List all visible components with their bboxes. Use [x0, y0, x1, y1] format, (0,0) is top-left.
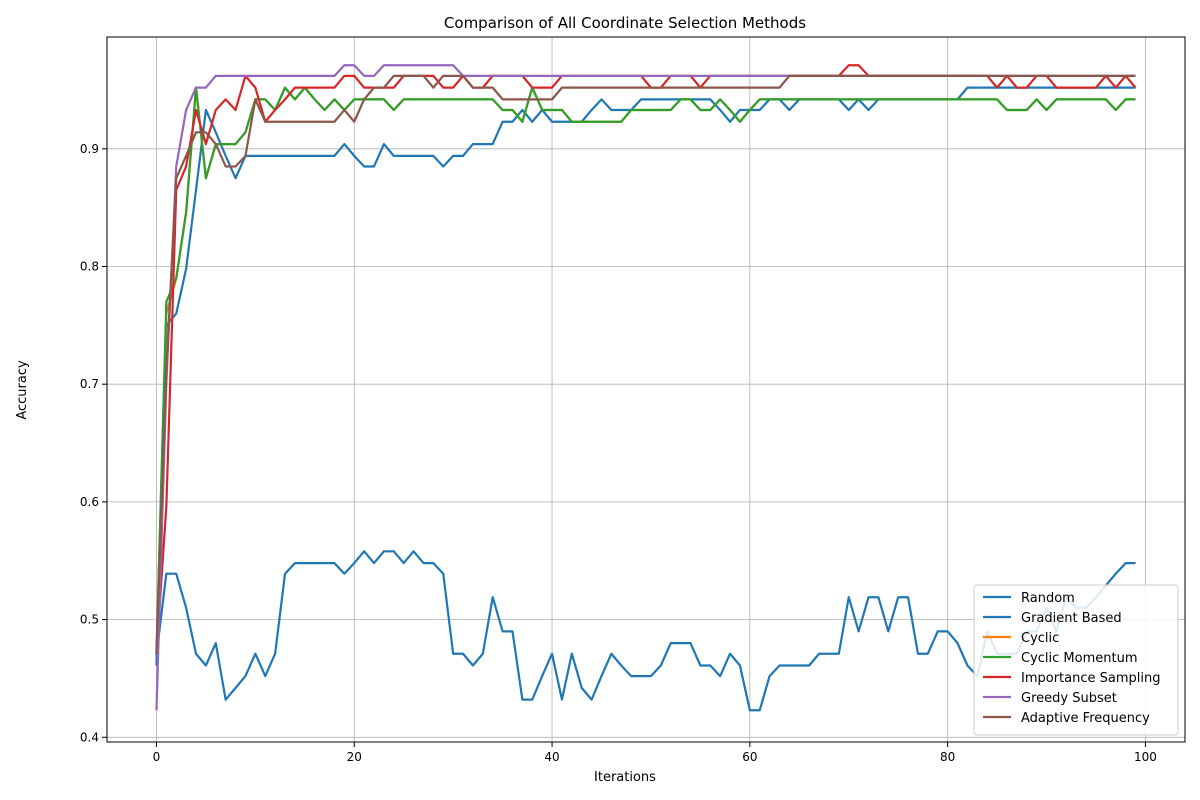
series-line-gradient-based: [155, 86, 1136, 666]
x-tick-label: 20: [347, 750, 362, 764]
legend-label-importance-sampling: Importance Sampling: [1021, 671, 1160, 686]
y-tick-label: 0.5: [80, 613, 99, 627]
legend-label-gradient-based: Gradient Based: [1021, 611, 1122, 626]
legend-label-adaptive-frequency: Adaptive Frequency: [1021, 711, 1150, 726]
y-tick-label: 0.8: [80, 260, 99, 274]
y-tick-label: 0.9: [80, 142, 99, 156]
grid: [107, 37, 1185, 742]
chart-title: Comparison of All Coordinate Selection M…: [444, 14, 806, 32]
plot-frame: [106, 36, 1186, 743]
y-tick-label: 0.7: [80, 377, 99, 391]
x-tick-label: 0: [153, 750, 161, 764]
series-line-cyclic-momentum: [155, 86, 1136, 654]
series-line-adaptive-frequency: [155, 74, 1136, 654]
x-tick-label: 40: [544, 750, 559, 764]
series-lines: [155, 64, 1137, 712]
legend-label-greedy-subset: Greedy Subset: [1021, 691, 1117, 706]
x-axis-label: Iterations: [594, 770, 656, 785]
x-tick-label: 80: [940, 750, 955, 764]
x-axis-ticks: 0 20 40 60 80 100: [153, 742, 1157, 764]
legend-label-cyclic: Cyclic: [1021, 631, 1059, 646]
y-tick-label: 0.6: [80, 495, 99, 509]
legend-box: [973, 584, 1179, 736]
y-axis-label: Accuracy: [15, 360, 30, 420]
x-tick-label: 60: [742, 750, 757, 764]
series-line-random: [155, 550, 1136, 712]
legend-label-random: Random: [1021, 591, 1075, 606]
y-axis-ticks: 0.4 0.5 0.6 0.7 0.8 0.9: [80, 142, 107, 744]
legend-label-cyclic-momentum: Cyclic Momentum: [1021, 651, 1138, 666]
x-tick-label: 100: [1134, 750, 1157, 764]
legend: Random Gradient Based Cyclic Cyclic Momentu…: [973, 584, 1179, 736]
y-tick-label: 0.4: [80, 730, 99, 744]
